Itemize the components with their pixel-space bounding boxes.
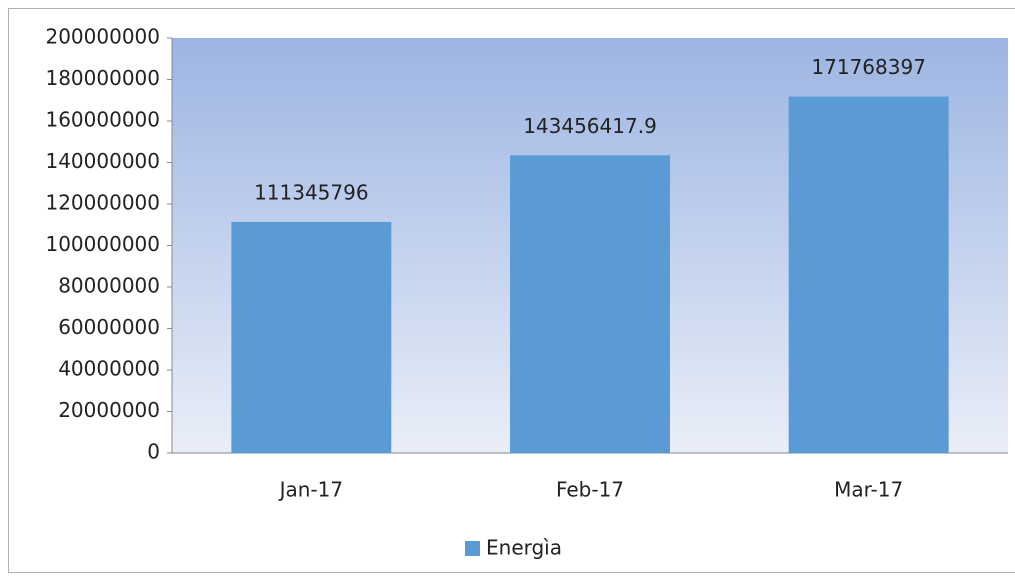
y-tick-label: 80000000 [58,274,160,298]
legend-swatch [465,541,480,556]
bar [510,155,670,453]
x-tick-label: Feb-17 [556,478,624,502]
y-tick-label: 20000000 [58,398,160,422]
x-tick-label: Jan-17 [278,478,344,502]
x-tick-label: Mar-17 [834,478,903,502]
y-tick-label: 160000000 [45,108,160,132]
y-tick-label: 40000000 [58,357,160,381]
bar [788,96,949,454]
bar [231,221,392,453]
data-label: 111345796 [254,180,369,204]
y-tick-label: 200000000 [45,25,160,49]
y-tick-label: 60000000 [58,315,160,339]
y-tick-label: 140000000 [45,149,160,173]
legend-label: Energìa [486,536,562,560]
y-tick-label: 100000000 [45,232,160,256]
y-tick-label: 0 [147,440,160,464]
data-label: 143456417.9 [523,114,657,138]
y-tick-label: 180000000 [45,66,160,90]
data-label: 171768397 [811,55,926,79]
y-tick-label: 120000000 [45,191,160,215]
